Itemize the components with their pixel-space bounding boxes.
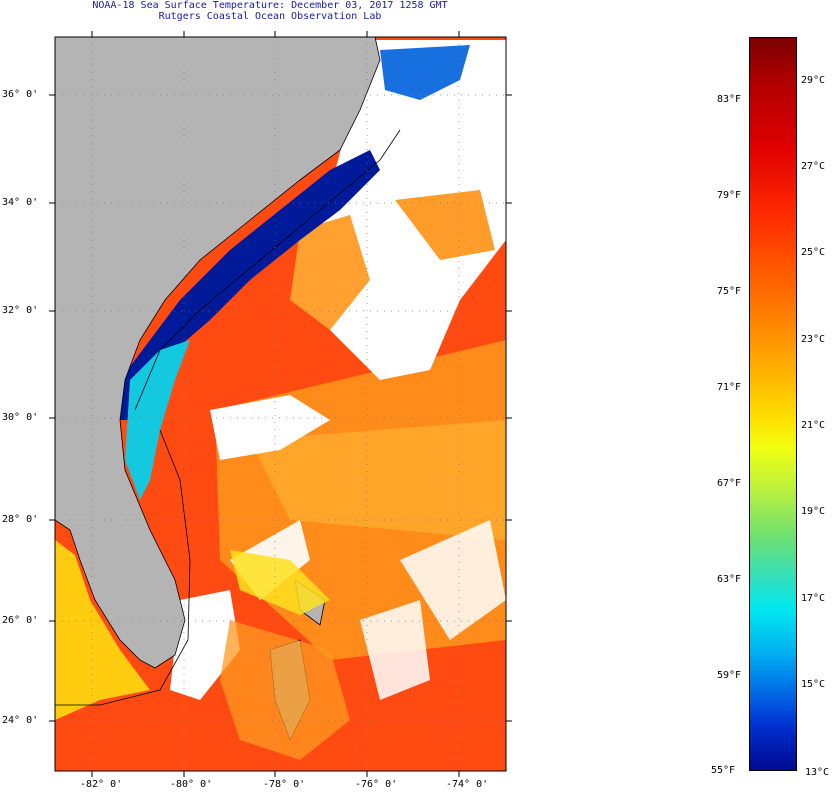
colorbar-c-25: 25°C [801, 247, 826, 258]
shelf-contour-florida [55, 429, 191, 706]
bahamas-bank-little [230, 550, 330, 615]
lat-label-24: 24° 0' [2, 715, 39, 726]
temperature-colorbar [749, 37, 797, 771]
cold-water-north [380, 45, 470, 100]
lat-label-32: 32° 0' [2, 305, 39, 316]
cold-shelf-water [120, 150, 380, 420]
map-subtitle: Rutgers Coastal Ocean Observation Lab [158, 11, 382, 22]
lat-label-36: 36° 0' [2, 89, 39, 100]
tick-marks [49, 31, 512, 777]
cloud-streak-3 [400, 520, 506, 640]
colorbar-f-55: 55°F [711, 765, 736, 776]
map-title: NOAA-18 Sea Surface Temperature: Decembe… [92, 0, 448, 11]
cloud-streak-4 [170, 590, 240, 700]
map-frame [54, 36, 507, 772]
lat-label-28: 28° 0' [2, 514, 39, 525]
lon-label-76: -76° 0' [355, 779, 398, 790]
lat-label-26: 26° 0' [2, 615, 39, 626]
cloud-streak-1 [210, 395, 330, 460]
colorbar-c-23: 23°C [801, 334, 826, 345]
colorbar-c-19: 19°C [801, 506, 826, 517]
colorbar-f-63: 63°F [717, 574, 742, 585]
colorbar-f-79: 79°F [717, 190, 742, 201]
colorbar-c-13: 13°C [805, 767, 830, 778]
cloud-streak-5 [360, 600, 430, 700]
ocean-light-orange-band [250, 420, 506, 540]
colorbar-f-59: 59°F [717, 670, 742, 681]
ocean-patch-northeast [395, 190, 495, 260]
land-florida-georgia-carolinas [55, 37, 381, 669]
bahamas-bank-great [220, 620, 350, 760]
map-plot-area [55, 37, 506, 771]
colorbar-c-27: 27°C [801, 161, 826, 172]
colorbar-f-67: 67°F [717, 478, 742, 489]
colorbar-c-29: 29°C [801, 75, 826, 86]
lon-label-74: -74° 0' [446, 779, 489, 790]
lat-label-34: 34° 0' [2, 197, 39, 208]
colorbar-f-83: 83°F [717, 94, 742, 105]
ocean-patch-north [290, 215, 370, 330]
lon-label-82: -82° 0' [80, 779, 123, 790]
colorbar-c-17: 17°C [801, 593, 826, 604]
lon-label-80: -80° 0' [170, 779, 213, 790]
cool-shelf-water [125, 340, 190, 500]
lon-label-78: -78° 0' [263, 779, 306, 790]
colorbar-f-75: 75°F [717, 286, 742, 297]
colorbar-c-21: 21°C [801, 420, 826, 431]
lat-label-30: 30° 0' [2, 412, 39, 423]
shelf-contour [134, 129, 401, 411]
gulf-water [55, 540, 150, 720]
colorbar-f-71: 71°F [717, 382, 742, 393]
colorbar-c-15: 15°C [801, 679, 826, 690]
